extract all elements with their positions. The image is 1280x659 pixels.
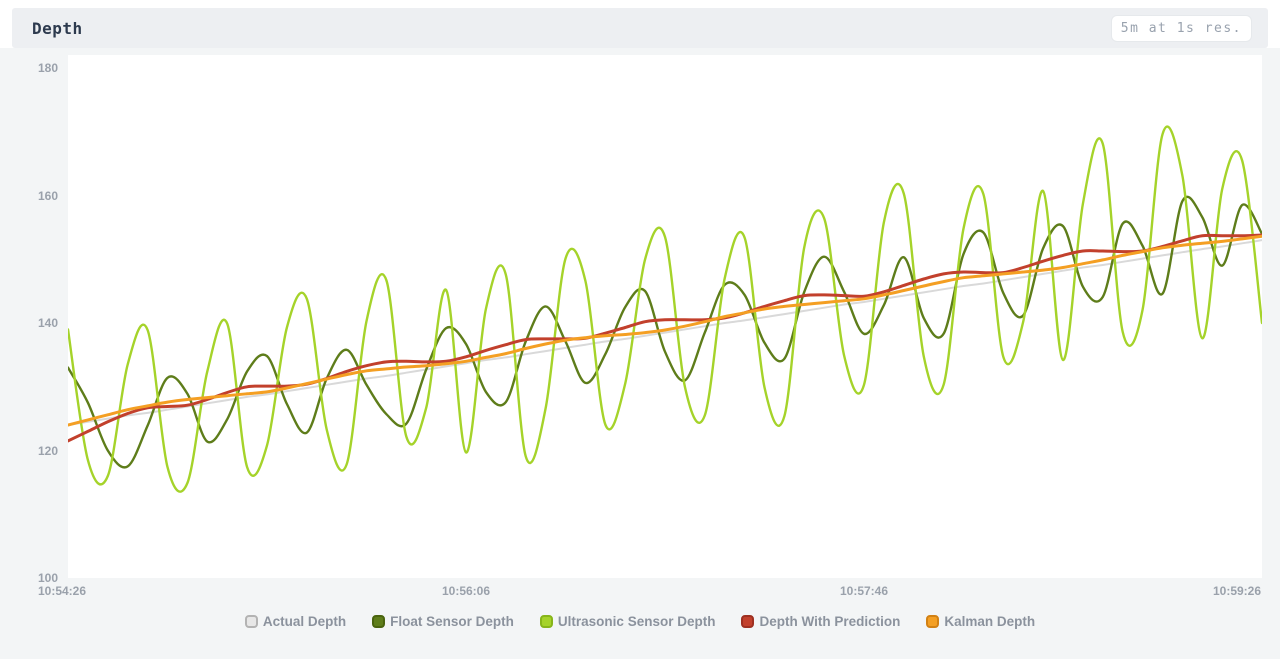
chart-section: 100 120 140 160 180 10:54:26 10:56:06 10:57:46… [0, 48, 1280, 659]
x-tick-label: 10:57:46 [839, 584, 889, 598]
y-tick-label: 160 [37, 188, 58, 203]
header-bar: Depth 5m at 1s res. [12, 8, 1268, 48]
legend-swatch-icon [741, 615, 755, 628]
resolution-badge: 5m at 1s res. [1110, 14, 1252, 42]
series-line-kalman-depth [68, 234, 1262, 427]
legend-item-float-sensor-depth[interactable]: Float Sensor Depth [372, 614, 514, 629]
legend-item-actual-depth[interactable]: Actual Depth [244, 614, 347, 629]
legend-swatch-icon [539, 615, 553, 628]
series-line-actual-depth [68, 239, 1262, 426]
legend-label: Actual Depth [262, 614, 347, 629]
legend: Actual Depth Float Sensor Depth Ultrasonic… [0, 614, 1280, 629]
legend-label: Ultrasonic Sensor Depth [557, 614, 716, 629]
series-line-depth-with-prediction [68, 233, 1262, 443]
series-line-ultrasonic-sensor-depth [68, 125, 1262, 493]
legend-item-depth-with-prediction[interactable]: Depth With Prediction [741, 614, 900, 629]
y-tick-label: 100 [37, 571, 58, 585]
x-tick-label: 10:59:26 [1212, 584, 1262, 598]
legend-item-kalman-depth[interactable]: Kalman Depth [926, 614, 1035, 629]
y-tick-label: 180 [37, 61, 58, 75]
x-tick-label: 10:54:26 [37, 584, 87, 598]
plot-area[interactable] [68, 55, 1262, 578]
page-title: Depth [32, 18, 83, 38]
legend-label: Kalman Depth [944, 614, 1036, 629]
legend-swatch-icon [372, 615, 386, 628]
plot-canvas[interactable] [68, 55, 1262, 578]
legend-label: Float Sensor Depth [390, 614, 514, 629]
legend-label: Depth With Prediction [759, 614, 901, 629]
legend-swatch-icon [244, 615, 258, 628]
legend-item-ultrasonic-sensor-depth[interactable]: Ultrasonic Sensor Depth [539, 614, 716, 629]
y-tick-label: 140 [37, 316, 58, 330]
legend-swatch-icon [926, 615, 940, 628]
series-line-float-sensor-depth [68, 195, 1262, 469]
y-tick-label: 120 [37, 443, 58, 458]
x-tick-label: 10:56:06 [441, 584, 491, 598]
